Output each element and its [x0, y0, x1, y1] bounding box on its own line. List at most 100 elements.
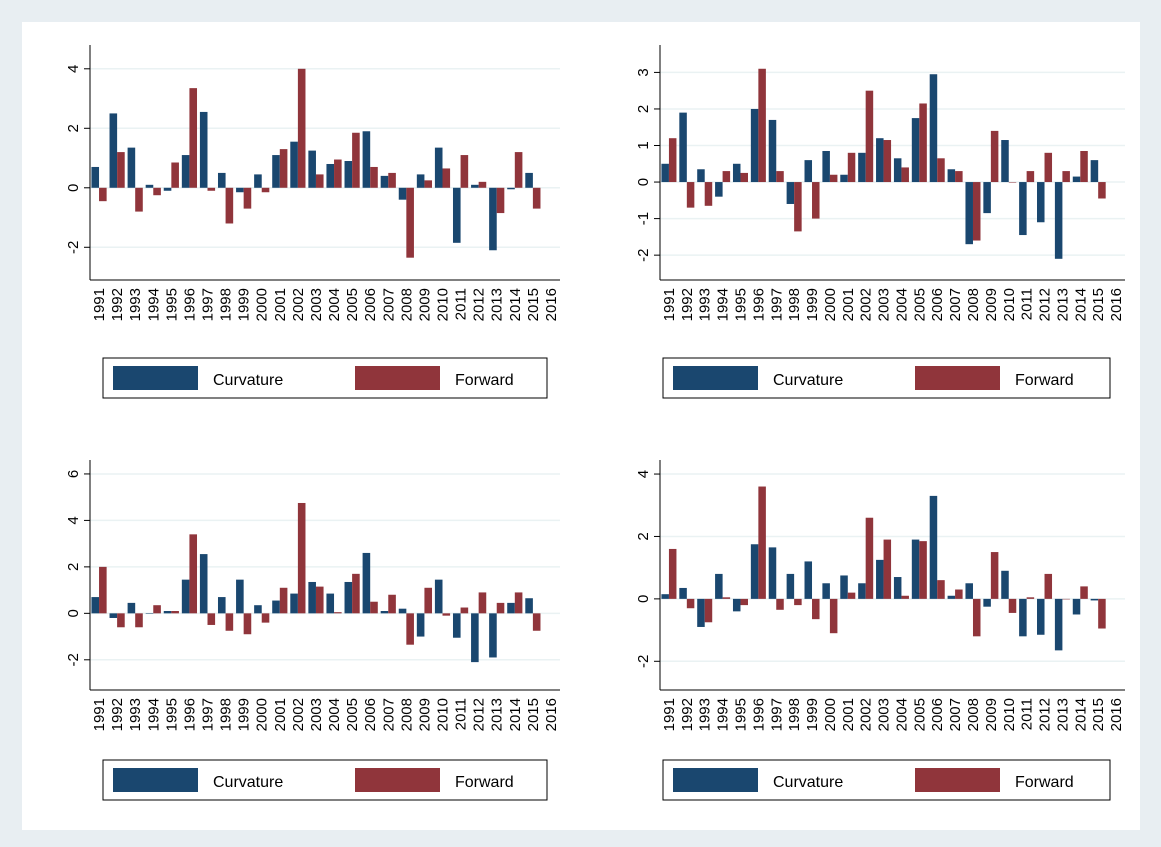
x-tick-label: 2014 — [1072, 698, 1089, 731]
bar — [822, 583, 830, 599]
x-tick-label: 2005 — [344, 698, 361, 731]
x-tick-label: 1998 — [218, 698, 235, 731]
bar — [362, 131, 371, 188]
bar — [911, 539, 920, 599]
bar — [380, 611, 389, 614]
x-tick-label: 2004 — [326, 288, 343, 321]
x-tick-label: 1995 — [163, 288, 180, 321]
bar — [858, 583, 866, 599]
bar — [514, 592, 523, 614]
x-tick-label: 2014 — [507, 698, 524, 731]
x-tick-label: 2011 — [453, 288, 470, 320]
bar — [758, 486, 766, 599]
bar — [297, 68, 306, 188]
bar — [937, 580, 945, 599]
legend-swatch — [673, 366, 758, 390]
bar — [380, 175, 389, 188]
bar — [1062, 171, 1070, 183]
legend-label: Curvature — [773, 774, 843, 791]
bar — [434, 579, 443, 614]
x-tick-label: 1999 — [236, 288, 253, 321]
bar — [272, 600, 280, 614]
x-tick-label: 2006 — [362, 698, 379, 731]
x-tick-label: 2001 — [272, 288, 289, 321]
x-tick-label: 2004 — [893, 288, 910, 321]
bar — [352, 132, 360, 188]
bar — [99, 566, 107, 614]
bar — [471, 184, 479, 188]
bar — [750, 108, 759, 183]
x-tick-label: 2009 — [416, 698, 433, 731]
bar — [460, 607, 469, 614]
bar — [901, 595, 909, 599]
bar — [937, 158, 945, 183]
x-tick-label: 2012 — [1037, 698, 1054, 731]
bar — [352, 573, 360, 614]
x-tick-label: 2011 — [1019, 698, 1036, 730]
x-tick-label: 2007 — [380, 698, 397, 731]
x-tick-label: 1995 — [732, 288, 749, 321]
bar — [686, 182, 695, 208]
bar — [207, 613, 216, 625]
x-tick-label: 2012 — [471, 288, 488, 321]
bar — [225, 187, 234, 224]
y-tick-label: 4 — [65, 516, 82, 524]
y-tick-label: 3 — [635, 68, 652, 76]
x-tick-label: 2007 — [947, 698, 964, 731]
x-tick-label: 2001 — [272, 698, 289, 731]
bar — [972, 182, 981, 241]
bar — [1054, 598, 1063, 651]
bar — [1080, 586, 1088, 599]
bar — [740, 172, 748, 183]
bar — [1090, 160, 1099, 183]
x-tick-label: 2007 — [380, 288, 397, 321]
bar — [812, 182, 820, 219]
x-tick-label: 2006 — [362, 288, 379, 321]
x-tick-label: 2008 — [398, 288, 415, 321]
x-tick-label: 1999 — [804, 288, 821, 321]
bar — [858, 152, 866, 183]
bar — [1098, 182, 1106, 199]
bar — [434, 147, 443, 188]
bar — [261, 187, 270, 193]
x-tick-label: 2016 — [1108, 288, 1125, 321]
bar — [308, 581, 316, 614]
x-tick-label: 2013 — [1054, 698, 1071, 731]
y-tick-label: 0 — [65, 609, 82, 617]
bar — [1037, 598, 1045, 635]
x-tick-label: 1991 — [661, 698, 678, 731]
bar — [199, 111, 208, 188]
bar — [189, 88, 198, 188]
y-tick-label: -2 — [65, 241, 82, 254]
legend-label: Forward — [455, 774, 514, 791]
y-tick-label: 2 — [65, 563, 82, 571]
bar — [478, 592, 487, 614]
legend-label: Forward — [1015, 774, 1074, 791]
x-tick-label: 2000 — [254, 698, 271, 731]
bar — [297, 502, 306, 614]
x-tick-label: 2010 — [435, 698, 452, 731]
bar — [786, 573, 795, 599]
bar — [442, 168, 451, 188]
bar — [668, 138, 677, 183]
bar — [272, 155, 280, 188]
bar — [840, 575, 848, 599]
legend-swatch — [915, 768, 1000, 792]
bar — [1001, 570, 1009, 599]
bar — [171, 162, 179, 188]
bar — [207, 187, 216, 191]
bar — [507, 187, 515, 190]
bar — [955, 171, 963, 183]
y-tick-label: 2 — [635, 532, 652, 540]
bar — [117, 152, 125, 188]
bar — [893, 577, 902, 599]
y-tick-label: -2 — [65, 653, 82, 666]
bar — [794, 182, 802, 232]
bar — [776, 598, 784, 610]
bar — [1019, 598, 1027, 637]
y-tick-label: -2 — [635, 248, 652, 261]
x-tick-label: 2010 — [1001, 698, 1018, 731]
x-tick-label: 2003 — [308, 288, 325, 321]
bar — [804, 160, 813, 183]
x-tick-label: 2015 — [1090, 288, 1107, 321]
